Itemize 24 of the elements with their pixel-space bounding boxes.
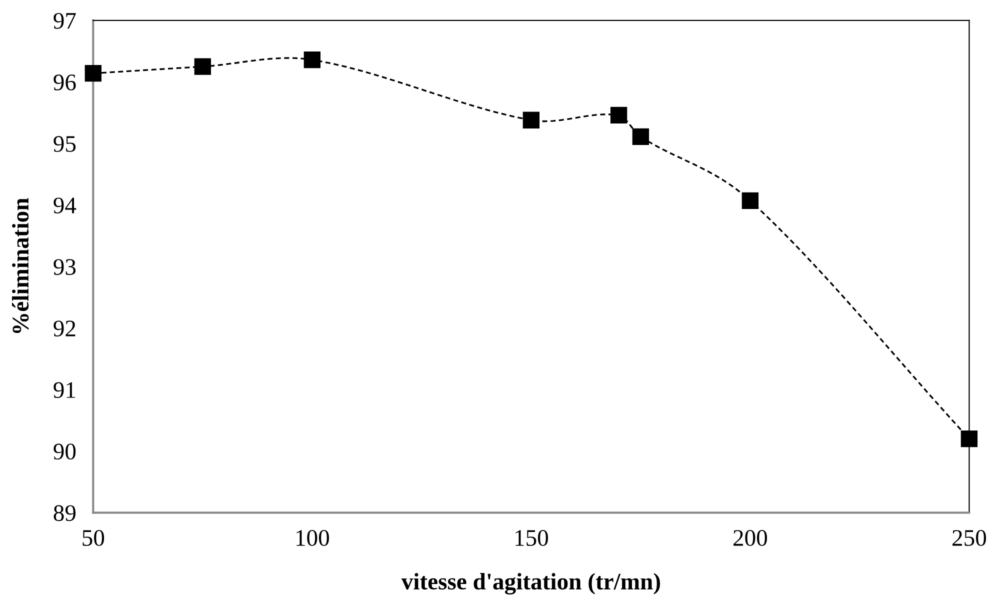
point (632, 128, 650, 146)
point (610, 106, 628, 124)
y-tick-label: 93 (54, 259, 76, 275)
x-tick-label: 200 (734, 530, 767, 546)
x-axis-title: vitesse d'agitation (tr/mn) (401, 572, 660, 595)
point (960, 430, 978, 448)
y-tick-label: 91 (54, 382, 76, 398)
point (84, 65, 102, 82)
y-tick-label: 90 (54, 444, 76, 460)
point (742, 192, 759, 210)
y-tick-label: 89 (54, 505, 76, 522)
point (522, 112, 540, 128)
x-tick-label: 150 (516, 530, 548, 546)
x-tick-label: 100 (296, 530, 329, 546)
x-tick-label: 50 (82, 530, 104, 546)
y-tick-label: 95 (54, 136, 76, 152)
point (194, 58, 211, 75)
y-tick-label: 96 (54, 74, 76, 90)
y-axis-title: %élimination (12, 198, 29, 333)
y-tick-label: 94 (54, 198, 76, 214)
point (304, 51, 320, 68)
x-tick-label: 250 (952, 530, 986, 546)
y-tick-label: 97 (54, 12, 76, 29)
y-tick-label: 92 (54, 320, 76, 336)
